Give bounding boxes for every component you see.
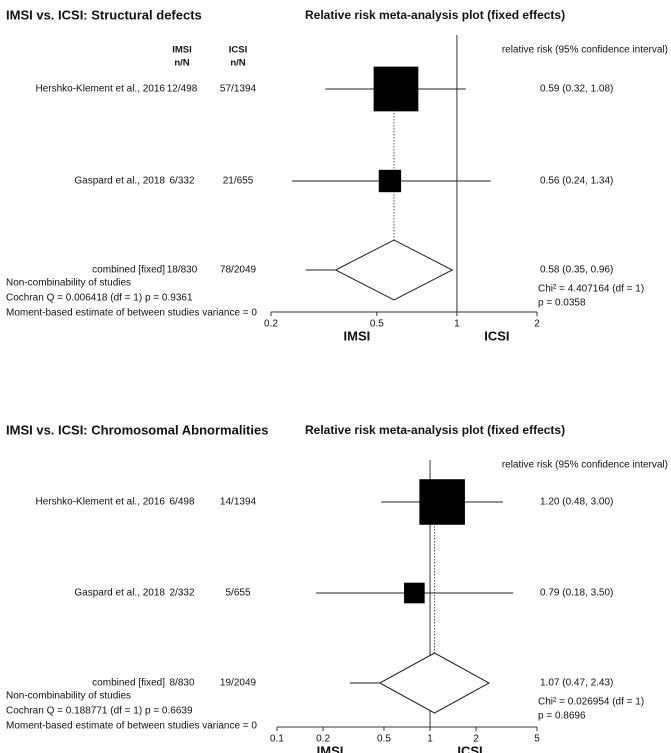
stat-result: p = 0.0358 <box>538 298 586 309</box>
imsi-count: 6/498 <box>169 497 194 508</box>
icsi-count: 14/1394 <box>220 497 257 508</box>
study-name: combined [fixed] <box>92 265 165 276</box>
study-name: Gaspard et al., 2018 <box>74 588 165 599</box>
stat-note: Cochran Q = 0.188771 (df = 1) p = 0.6639 <box>6 706 193 717</box>
imsi-count: 12/498 <box>167 84 198 95</box>
col-header: ICSI <box>229 45 247 56</box>
x-tick-label: 2 <box>534 319 540 330</box>
study-box <box>373 66 419 112</box>
icsi-count: 21/655 <box>223 176 254 187</box>
imsi-count: 2/332 <box>169 588 194 599</box>
x-tick-label: 0.2 <box>316 734 330 745</box>
plot-title: Relative risk meta-analysis plot (fixed … <box>305 423 565 437</box>
study-name: Gaspard et al., 2018 <box>74 176 165 187</box>
x-tick-label: 0.5 <box>370 319 384 330</box>
rr-label: 1.07 (0.47, 2.43) <box>540 678 613 689</box>
icsi-count: 57/1394 <box>220 84 257 95</box>
imsi-count: 18/830 <box>167 265 198 276</box>
stat-note: Non-combinability of studies <box>6 691 131 702</box>
study-box <box>404 582 425 604</box>
rr-label: 0.79 (0.18, 3.50) <box>540 588 613 599</box>
x-axis-label: ICSI <box>484 328 509 343</box>
ci-header: relative risk (95% confidence interval) <box>502 460 668 471</box>
panel-title: IMSI vs. ICSI: Chromosomal Abnormalities <box>6 422 268 437</box>
rr-label: 0.56 (0.24, 1.34) <box>540 176 613 187</box>
x-axis-label: IMSI <box>317 743 344 753</box>
x-tick-label: 1 <box>427 734 433 745</box>
study-name: Hershko-Klement et al., 2016 <box>35 84 165 95</box>
pooled-diamond <box>378 652 491 714</box>
stat-note: Non-combinability of studies <box>6 278 131 289</box>
rr-label: 0.58 (0.35, 0.96) <box>540 265 613 276</box>
x-axis-label: IMSI <box>344 328 371 343</box>
icsi-count: 78/2049 <box>220 265 257 276</box>
stat-result: p = 0.8696 <box>538 711 586 722</box>
x-tick-label: 0.1 <box>270 734 284 745</box>
col-header: n/N <box>230 58 245 69</box>
col-header: n/N <box>174 58 189 69</box>
stat-note: Moment-based estimate of between studies… <box>6 721 257 732</box>
rr-label: 0.59 (0.32, 1.08) <box>540 84 613 95</box>
imsi-count: 6/332 <box>169 176 194 187</box>
x-axis-label: ICSI <box>457 743 482 753</box>
study-box <box>378 169 402 193</box>
study-name: combined [fixed] <box>92 678 165 689</box>
stat-result: Chi² = 0.026954 (df = 1) <box>538 697 644 708</box>
icsi-count: 5/655 <box>225 588 250 599</box>
stat-note: Moment-based estimate of between studies… <box>6 308 257 319</box>
panel-title: IMSI vs. ICSI: Structural defects <box>6 7 202 22</box>
imsi-count: 8/830 <box>169 678 194 689</box>
stat-note: Cochran Q = 0.006418 (df = 1) p = 0.9361 <box>6 293 193 304</box>
study-name: Hershko-Klement et al., 2016 <box>35 497 165 508</box>
ci-header: relative risk (95% confidence interval) <box>502 45 668 56</box>
pooled-diamond <box>334 239 454 301</box>
x-tick-label: 2 <box>473 734 479 745</box>
x-tick-label: 1 <box>454 319 460 330</box>
x-tick-label: 5 <box>534 734 540 745</box>
x-tick-label: 0.5 <box>377 734 391 745</box>
study-box <box>419 479 465 525</box>
icsi-count: 19/2049 <box>220 678 257 689</box>
stat-result: Chi² = 4.407164 (df = 1) <box>538 284 644 295</box>
rr-label: 1.20 (0.48, 3.00) <box>540 497 613 508</box>
col-header: IMSI <box>172 45 192 56</box>
plot-title: Relative risk meta-analysis plot (fixed … <box>305 8 565 22</box>
x-tick-label: 0.2 <box>264 319 278 330</box>
